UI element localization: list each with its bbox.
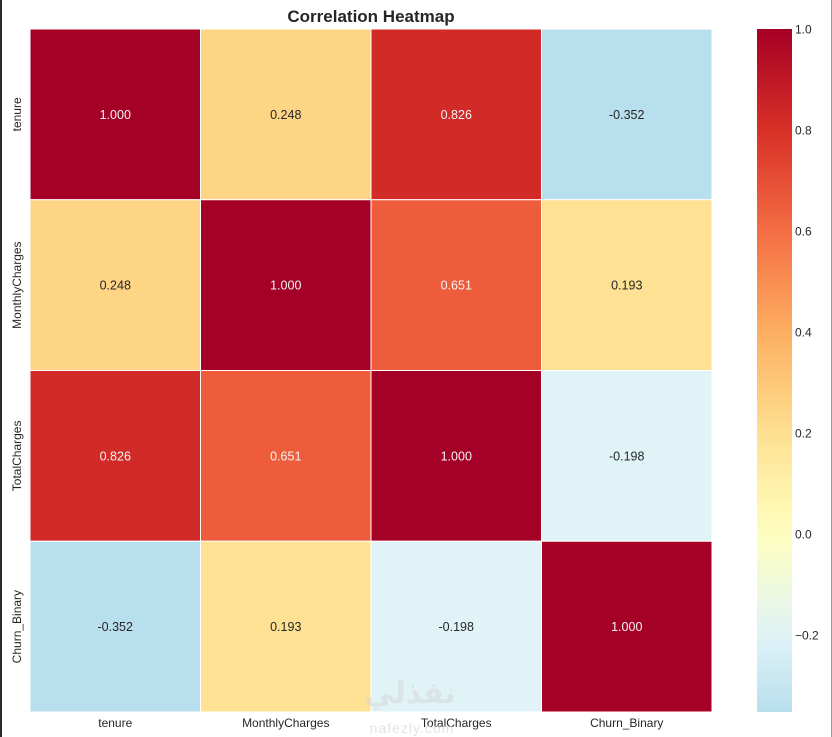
heatmap-cell	[200, 540, 372, 713]
heatmap-cell	[541, 370, 713, 542]
heatmap-cell	[541, 28, 713, 201]
heatmap-cell	[29, 28, 201, 201]
colorbar-tick-label: 0.6	[795, 225, 812, 239]
heatmap-cell	[370, 199, 542, 371]
heatmap-cell	[200, 28, 372, 201]
y-tick-label: tenure	[10, 97, 24, 131]
watermark-arabic: نفذلي	[364, 677, 456, 711]
y-tick-label: TotalCharges	[10, 421, 24, 492]
colorbar-tick-label: −0.2	[795, 629, 819, 643]
cell-value-label: 1.000	[270, 279, 301, 293]
cell-value-label: -0.198	[439, 620, 474, 634]
x-tick-label: Churn_Binary	[590, 716, 663, 730]
x-tick-label: tenure	[98, 716, 132, 730]
cell-value-label: 1.000	[100, 108, 131, 122]
y-tick-label: MonthlyCharges	[10, 241, 24, 328]
heatmap-cells: 1.000 0.248 0.826 -0.352 0.248 1.000 0.651 0.19…	[29, 28, 713, 713]
cell-value-label: -0.198	[609, 449, 644, 463]
cell-value-label: 0.248	[100, 279, 131, 293]
colorbar-tick-labels: 1.0 0.8 0.6 0.4 0.2 0.0 −0.2	[795, 23, 819, 643]
x-tick-label: TotalCharges	[421, 716, 492, 730]
cell-value-label: 1.000	[441, 449, 472, 463]
y-tick-label: Churn_Binary	[10, 590, 24, 663]
heatmap-cell	[29, 199, 201, 371]
cell-value-label: -0.352	[609, 108, 644, 122]
cell-value-label: 0.826	[441, 108, 472, 122]
colorbar-tick-label: 0.8	[795, 124, 812, 138]
watermark-latin: nafezly.com	[370, 720, 455, 736]
heatmap-cell	[370, 28, 542, 201]
heatmap-cell	[541, 540, 713, 713]
heatmap-cell	[370, 540, 542, 713]
cell-value-label: 0.826	[100, 449, 131, 463]
chart-title: Correlation Heatmap	[287, 7, 454, 26]
y-tick-labels: tenure MonthlyCharges TotalCharges Churn_Bi…	[10, 97, 24, 663]
cell-value-label: 0.193	[270, 620, 301, 634]
watermark: نفذلي nafezly.com	[364, 677, 456, 736]
colorbar-tick-label: 1.0	[795, 23, 812, 37]
cell-value-label: 0.193	[611, 279, 642, 293]
heatmap-cell	[29, 540, 201, 713]
cell-value-label: -0.352	[98, 620, 133, 634]
colorbar-tick-label: 0.0	[795, 528, 812, 542]
heatmap-cell	[200, 199, 372, 371]
x-tick-label: MonthlyCharges	[242, 716, 329, 730]
cell-value-label: 0.248	[270, 108, 301, 122]
colorbar	[757, 29, 792, 712]
x-tick-labels: tenure MonthlyCharges TotalCharges Churn_Bi…	[98, 716, 663, 730]
heatmap-cell	[541, 199, 713, 371]
colorbar-tick-label: 0.2	[795, 427, 812, 441]
colorbar-tick-label: 0.4	[795, 326, 812, 340]
left-frame-border	[0, 0, 2, 737]
heatmap-cell	[200, 370, 372, 542]
cell-value-label: 0.651	[441, 279, 472, 293]
cell-value-label: 1.000	[611, 620, 642, 634]
cell-value-label: 0.651	[270, 449, 301, 463]
heatmap-cell	[370, 370, 542, 542]
